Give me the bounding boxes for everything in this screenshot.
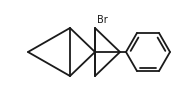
Text: Br: Br: [97, 15, 108, 25]
